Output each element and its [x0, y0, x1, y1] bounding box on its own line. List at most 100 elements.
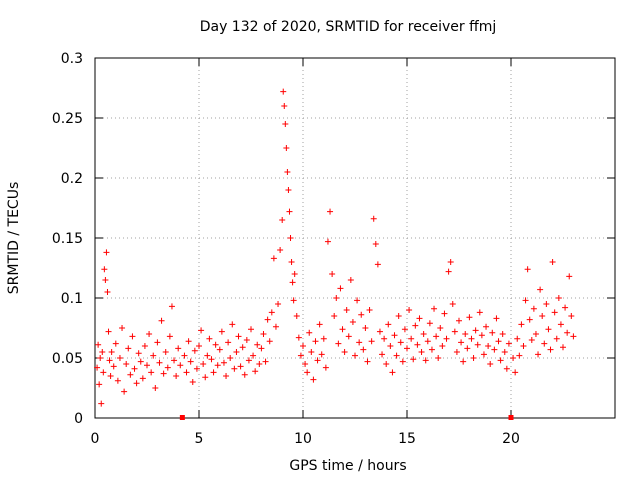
- data-point: [406, 307, 413, 313]
- data-point: [256, 361, 263, 367]
- data-point: [289, 279, 296, 286]
- data-point: [376, 328, 383, 335]
- data-point: [208, 356, 215, 363]
- y-tick-label: 0.05: [52, 351, 83, 367]
- data-point: [284, 169, 291, 175]
- grid-lines: [95, 58, 615, 418]
- data-point: [387, 343, 394, 349]
- data-point: [287, 235, 294, 241]
- data-point: [104, 289, 111, 295]
- data-point: [150, 352, 157, 359]
- data-point: [103, 249, 110, 256]
- data-point: [358, 311, 365, 318]
- data-point: [327, 208, 334, 215]
- data-point: [235, 333, 242, 340]
- data-point: [237, 363, 244, 370]
- data-point: [206, 335, 213, 342]
- data-point: [449, 301, 456, 307]
- data-point: [156, 359, 163, 366]
- data-point: [526, 316, 533, 323]
- data-point: [524, 266, 531, 273]
- data-point: [422, 357, 429, 364]
- data-point: [300, 343, 306, 349]
- data-point: [530, 305, 537, 312]
- data-point: [433, 333, 440, 340]
- data-point: [304, 369, 311, 376]
- data-point: [497, 357, 504, 364]
- data-point: [218, 328, 225, 335]
- data-point: [248, 326, 254, 333]
- data-point: [204, 352, 211, 359]
- data-point: [314, 357, 321, 364]
- data-point: [483, 323, 490, 330]
- data-point: [480, 351, 487, 358]
- data-point: [144, 362, 150, 369]
- data-point: [379, 351, 386, 358]
- data-point: [250, 352, 257, 359]
- data-point: [254, 341, 261, 348]
- data-point: [322, 364, 329, 371]
- data-point: [148, 369, 155, 376]
- data-point: [522, 297, 529, 304]
- data-point: [282, 121, 289, 127]
- data-point: [262, 358, 269, 365]
- chart-title: Day 132 of 2020, SRMTID for receiver ffm…: [200, 19, 497, 35]
- data-point: [354, 297, 361, 304]
- data-point: [520, 343, 527, 349]
- data-point: [468, 335, 475, 342]
- data-point: [280, 88, 287, 95]
- data-point: [173, 373, 180, 379]
- data-point: [187, 358, 194, 365]
- data-point: [458, 339, 465, 346]
- data-point: [268, 309, 275, 316]
- data-point: [310, 376, 317, 383]
- data-point: [343, 307, 350, 313]
- data-point: [543, 301, 550, 307]
- data-point: [96, 381, 103, 388]
- data-point: [231, 365, 238, 372]
- data-point: [125, 345, 132, 352]
- data-point: [362, 325, 369, 331]
- data-point: [347, 277, 354, 283]
- data-point: [385, 321, 392, 328]
- data-point: [295, 334, 302, 341]
- data-point: [493, 315, 500, 322]
- data-point: [312, 338, 319, 345]
- data-point: [447, 259, 454, 265]
- data-point: [210, 369, 217, 376]
- data-point: [516, 352, 523, 359]
- data-point: [283, 145, 290, 151]
- data-point: [306, 329, 313, 336]
- data-point: [279, 217, 286, 223]
- data-point: [177, 362, 184, 369]
- data-point: [416, 315, 423, 322]
- data-point: [191, 347, 198, 354]
- data-point: [152, 385, 159, 391]
- data-point: [474, 341, 481, 348]
- data-point: [368, 338, 375, 345]
- data-point: [472, 327, 479, 334]
- data-point: [127, 371, 134, 378]
- y-tick-label: 0.25: [52, 111, 83, 127]
- data-point: [139, 375, 146, 382]
- data-point: [286, 208, 293, 215]
- data-point: [160, 370, 167, 377]
- data-point: [185, 338, 192, 345]
- data-point: [202, 374, 209, 381]
- data-point: [370, 215, 377, 222]
- data-point: [337, 285, 344, 292]
- data-point: [456, 317, 462, 324]
- data-point: [302, 361, 309, 367]
- data-point: [212, 341, 219, 348]
- data-point: [239, 344, 246, 351]
- axis-ticks: 0 0.05 0.1 0.15 0.2 0.25 0.3 0 5 10 15 20: [52, 51, 615, 447]
- data-point: [553, 335, 560, 342]
- data-point: [106, 357, 113, 364]
- data-point: [408, 335, 415, 342]
- data-point: [233, 349, 240, 355]
- data-point: [318, 351, 325, 358]
- data-point: [154, 339, 161, 346]
- data-point: [557, 321, 564, 328]
- data-point: [227, 355, 234, 361]
- data-point: [356, 339, 363, 346]
